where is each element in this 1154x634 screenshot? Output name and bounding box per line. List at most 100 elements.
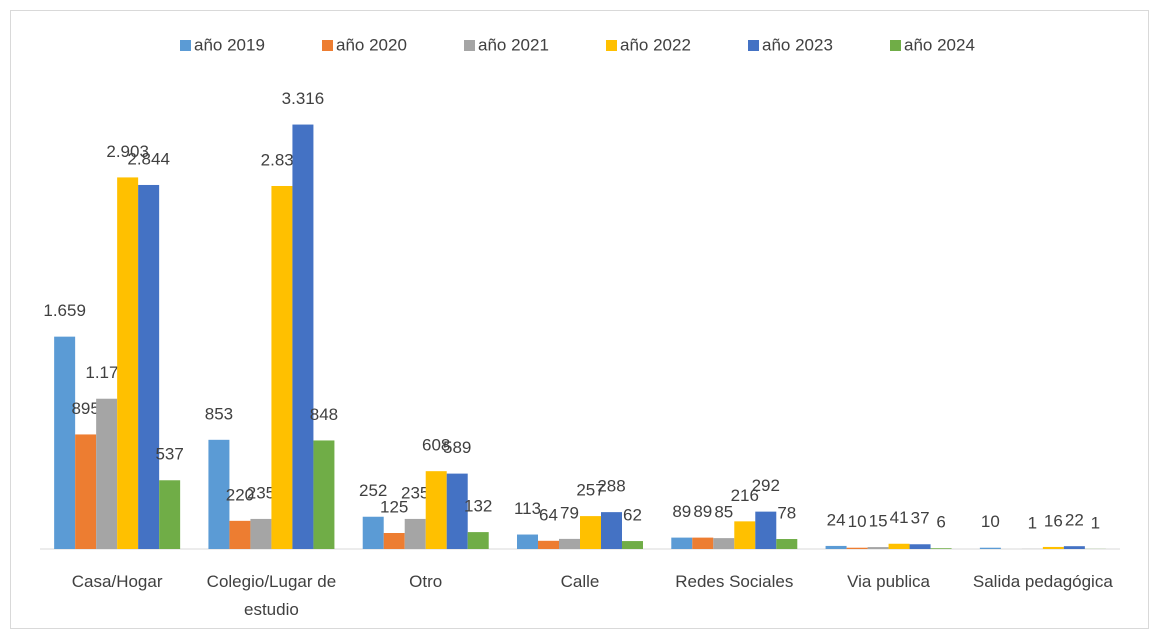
value-label: 589 [443, 438, 471, 457]
value-label: 1 [1091, 513, 1100, 532]
legend-label: año 2022 [620, 35, 691, 54]
value-label: 89 [672, 502, 691, 521]
value-label: 1 [1028, 513, 1037, 532]
bar [734, 521, 756, 549]
bar [755, 511, 777, 549]
bar [250, 518, 272, 549]
bar [713, 538, 735, 549]
x-tick-label: Calle [560, 572, 600, 591]
legend-label: año 2019 [194, 35, 265, 54]
value-label: 15 [869, 512, 888, 531]
bar [362, 516, 384, 549]
value-label: 125 [380, 497, 408, 516]
bar [909, 544, 931, 549]
x-tick-label: Otro [409, 572, 443, 591]
x-tick-label: Salida pedagógica [972, 572, 1113, 591]
bar [117, 177, 139, 549]
value-label: 848 [310, 405, 338, 424]
bar [383, 533, 405, 549]
bar [313, 440, 335, 549]
bar [846, 547, 868, 549]
bar [1063, 546, 1085, 549]
value-label: 41 [890, 508, 909, 527]
value-label: 288 [597, 477, 625, 496]
value-label: 608 [422, 436, 450, 455]
value-label: 24 [827, 510, 846, 529]
bar [580, 516, 601, 549]
value-label: 89 [693, 502, 712, 521]
legend-swatch [464, 40, 475, 51]
x-tick-label: Colegio/Lugar de estudio [206, 572, 337, 619]
value-label: 10 [848, 512, 867, 531]
legend-label: año 2020 [336, 35, 407, 54]
bar [292, 124, 314, 549]
legend-label: año 2024 [904, 35, 975, 54]
bar [825, 545, 847, 549]
value-label: 132 [464, 497, 492, 516]
bar [271, 185, 293, 549]
value-label: 853 [205, 404, 233, 423]
value-label: 22 [1065, 511, 1084, 530]
value-label: 78 [777, 504, 796, 523]
value-label: 37 [911, 509, 930, 528]
bar [138, 184, 160, 549]
bar [96, 398, 118, 549]
value-label: 85 [714, 503, 733, 522]
value-label: 64 [539, 505, 558, 524]
bar [622, 541, 643, 549]
bar [54, 336, 76, 549]
legend-label: año 2023 [762, 35, 833, 54]
value-label: 292 [752, 476, 780, 495]
legend-swatch [748, 40, 759, 51]
value-label: 257 [576, 481, 604, 500]
value-label: 79 [560, 503, 579, 522]
bar [517, 534, 538, 549]
bar [979, 547, 1001, 549]
bar [1042, 546, 1064, 549]
bar [425, 471, 447, 549]
value-label: 10 [981, 512, 1000, 531]
value-label: 216 [731, 486, 759, 505]
x-tick-label: Via publica [847, 572, 930, 591]
legend-label: año 2021 [478, 35, 549, 54]
bar [404, 518, 426, 549]
value-label: 537 [155, 445, 183, 464]
value-label: 113 [514, 499, 541, 518]
value-label: 3.316 [282, 89, 325, 108]
value-label: 895 [71, 399, 99, 418]
x-tick-label: Redes Sociales [675, 572, 794, 591]
value-label: 62 [623, 506, 642, 525]
bar [888, 543, 910, 549]
value-label: 252 [359, 481, 387, 500]
x-tick-label: Casa/Hogar [71, 572, 163, 591]
legend-swatch [322, 40, 333, 51]
value-label: 2.903 [106, 142, 149, 161]
bar [776, 539, 798, 549]
value-label: 16 [1044, 511, 1063, 530]
chart-border [10, 10, 1149, 629]
value-label: 1.659 [43, 301, 86, 320]
bar [559, 538, 580, 549]
bar [467, 532, 489, 549]
value-label: 235 [401, 483, 429, 502]
value-label: 2.844 [127, 149, 170, 168]
bar [75, 434, 97, 549]
legend-swatch [606, 40, 617, 51]
bar [930, 548, 952, 549]
bar [867, 547, 889, 549]
bar [446, 473, 468, 549]
bar [208, 439, 230, 549]
value-label: 6 [936, 513, 945, 532]
value-label: 220 [226, 485, 254, 504]
bar [538, 540, 559, 549]
legend-swatch [890, 40, 901, 51]
bar [229, 520, 251, 549]
value-label: 235 [247, 483, 275, 502]
bar [692, 537, 714, 549]
bar [159, 480, 181, 549]
legend-swatch [180, 40, 191, 51]
bar [671, 537, 693, 549]
bar [601, 512, 622, 549]
